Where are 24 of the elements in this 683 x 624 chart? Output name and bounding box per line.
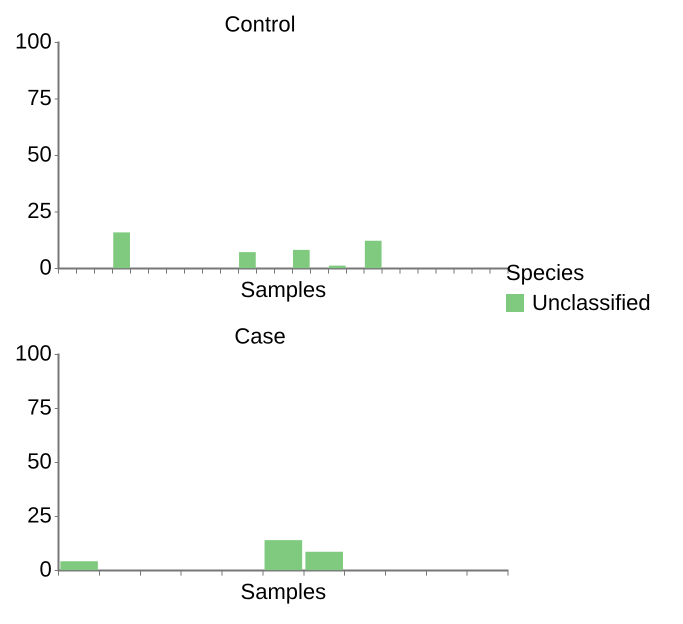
bar [239,252,256,268]
x-axis-title: Samples [240,276,326,302]
y-tick-label: 0 [39,254,52,280]
y-tick-label: 25 [27,198,52,224]
bar [292,250,310,268]
bar [113,232,130,268]
bar [264,540,302,570]
chart-title: Case [234,323,286,348]
y-tick-label: 50 [27,448,52,474]
y-tick-label: 100 [14,28,52,54]
bar [60,561,98,570]
bar [305,552,343,570]
y-tick-label: 75 [27,85,52,110]
y-tick-label: 75 [27,394,52,420]
bar [328,266,346,268]
chart-title: Control [224,11,296,36]
y-tick-label: 100 [14,340,52,366]
y-tick-label: 25 [27,502,52,528]
legend-title: Species [506,260,586,286]
y-tick-label: 0 [39,556,52,582]
x-axis-title: Samples [240,578,326,604]
legend-label: Unclassified [532,290,651,316]
y-tick-label: 50 [27,142,52,167]
bar [364,240,382,268]
